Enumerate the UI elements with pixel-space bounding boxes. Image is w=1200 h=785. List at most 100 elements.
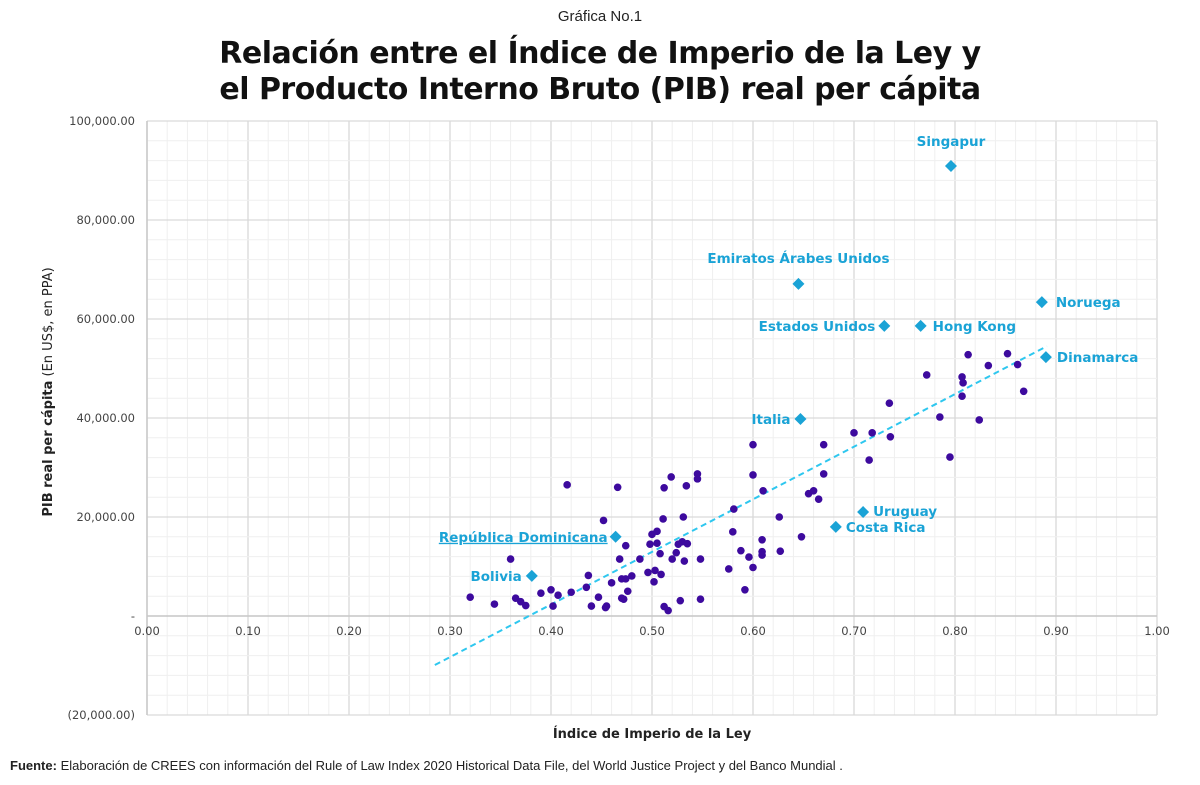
country-label: Uruguay xyxy=(873,504,937,520)
data-point xyxy=(741,585,749,594)
trendline xyxy=(434,345,1048,666)
data-point xyxy=(659,515,667,523)
data-point xyxy=(1019,387,1028,396)
data-point xyxy=(615,555,624,563)
data-point xyxy=(730,505,738,513)
data-point xyxy=(759,486,767,495)
data-point xyxy=(758,551,766,559)
data-point xyxy=(959,379,967,387)
data-point xyxy=(506,555,515,563)
data-point xyxy=(975,416,984,424)
data-point xyxy=(668,555,676,563)
data-point xyxy=(679,513,688,521)
data-point xyxy=(682,482,691,490)
data-point xyxy=(653,539,661,548)
country-label: República Dominicana xyxy=(439,530,608,546)
data-point xyxy=(621,541,630,550)
data-point xyxy=(672,548,681,557)
y-tick-label: 40,000.00 xyxy=(76,411,135,425)
country-label: Bolivia xyxy=(470,569,521,585)
data-point xyxy=(656,549,664,558)
data-point xyxy=(886,433,895,441)
data-point xyxy=(737,546,745,555)
data-point xyxy=(602,602,611,610)
data-point xyxy=(809,486,818,495)
highlighted-points-group: Singapur Emiratos Árabes Unidos Noruega Est… xyxy=(439,134,1139,585)
data-point xyxy=(819,470,828,478)
data-point xyxy=(680,557,689,565)
highlight-diamond xyxy=(1039,351,1052,364)
data-point xyxy=(749,440,757,449)
data-point xyxy=(584,571,593,580)
data-point xyxy=(657,570,665,579)
highlight-diamond xyxy=(857,506,870,519)
data-point xyxy=(537,589,545,598)
country-label: Costa Rica xyxy=(846,520,926,536)
data-point xyxy=(885,399,894,407)
data-point xyxy=(776,547,785,555)
data-point xyxy=(490,600,499,608)
data-point xyxy=(549,602,557,610)
data-point xyxy=(521,601,530,610)
data-point xyxy=(1003,349,1012,358)
data-point xyxy=(696,595,705,603)
data-point xyxy=(745,553,753,561)
data-point xyxy=(667,473,675,481)
data-point xyxy=(1013,360,1022,369)
data-point xyxy=(936,413,944,421)
y-axis-title: PIB real per cápita (En US$, en PPA) xyxy=(41,267,56,516)
y-tick-label: 20,000.00 xyxy=(76,510,135,524)
y-tick-label: - xyxy=(131,609,135,623)
data-point xyxy=(676,596,685,605)
data-point xyxy=(582,583,591,592)
x-tick-label: 0.50 xyxy=(639,624,665,638)
y-axis-title-unit: (En US$, en PPA) xyxy=(41,267,56,380)
data-point xyxy=(621,575,630,583)
x-tick-label: 0.30 xyxy=(437,624,463,638)
data-point xyxy=(696,555,705,563)
x-tick-label: 0.00 xyxy=(134,624,160,638)
data-point xyxy=(693,475,702,483)
data-point xyxy=(619,595,628,603)
data-point xyxy=(850,429,858,437)
y-tick-label: (20,000.00) xyxy=(67,708,135,722)
x-tick-label: 0.40 xyxy=(538,624,564,638)
x-tick-label: 0.70 xyxy=(841,624,867,638)
data-point xyxy=(749,563,757,572)
source-label: Fuente: xyxy=(10,758,57,773)
data-point xyxy=(683,539,692,548)
highlight-diamond xyxy=(829,520,842,533)
highlight-diamond xyxy=(878,319,891,332)
y-tick-label: 60,000.00 xyxy=(76,312,135,326)
data-point xyxy=(984,361,993,370)
data-point xyxy=(636,555,644,563)
data-point xyxy=(613,483,622,492)
data-point xyxy=(865,456,873,464)
data-point xyxy=(567,588,575,597)
data-point xyxy=(646,540,654,549)
source-text: Elaboración de CREES con información del… xyxy=(56,758,843,773)
trendline-group xyxy=(434,345,1048,666)
chart-title: Relación entre el Índice de Imperio de l… xyxy=(0,36,1200,108)
x-tick-label: 1.00 xyxy=(1144,624,1170,638)
data-point xyxy=(664,606,672,615)
y-tick-label: 100,000.00 xyxy=(69,114,135,128)
data-point xyxy=(775,513,784,521)
x-tick-label: 0.90 xyxy=(1043,624,1069,638)
country-label: Dinamarca xyxy=(1057,350,1139,366)
x-tick-label: 0.80 xyxy=(942,624,968,638)
data-point xyxy=(797,533,806,541)
data-point xyxy=(599,516,608,525)
highlight-diamond xyxy=(1035,296,1048,309)
country-label: Hong Kong xyxy=(933,319,1016,335)
data-point xyxy=(868,429,876,437)
data-point xyxy=(819,440,828,449)
data-point xyxy=(554,591,562,600)
data-point xyxy=(946,453,954,461)
y-axis-title-bold: PIB real per cápita xyxy=(41,381,56,517)
data-point xyxy=(651,566,659,575)
data-point xyxy=(644,568,652,577)
highlight-diamond xyxy=(914,319,927,332)
data-point xyxy=(814,495,823,503)
data-point xyxy=(628,572,636,580)
